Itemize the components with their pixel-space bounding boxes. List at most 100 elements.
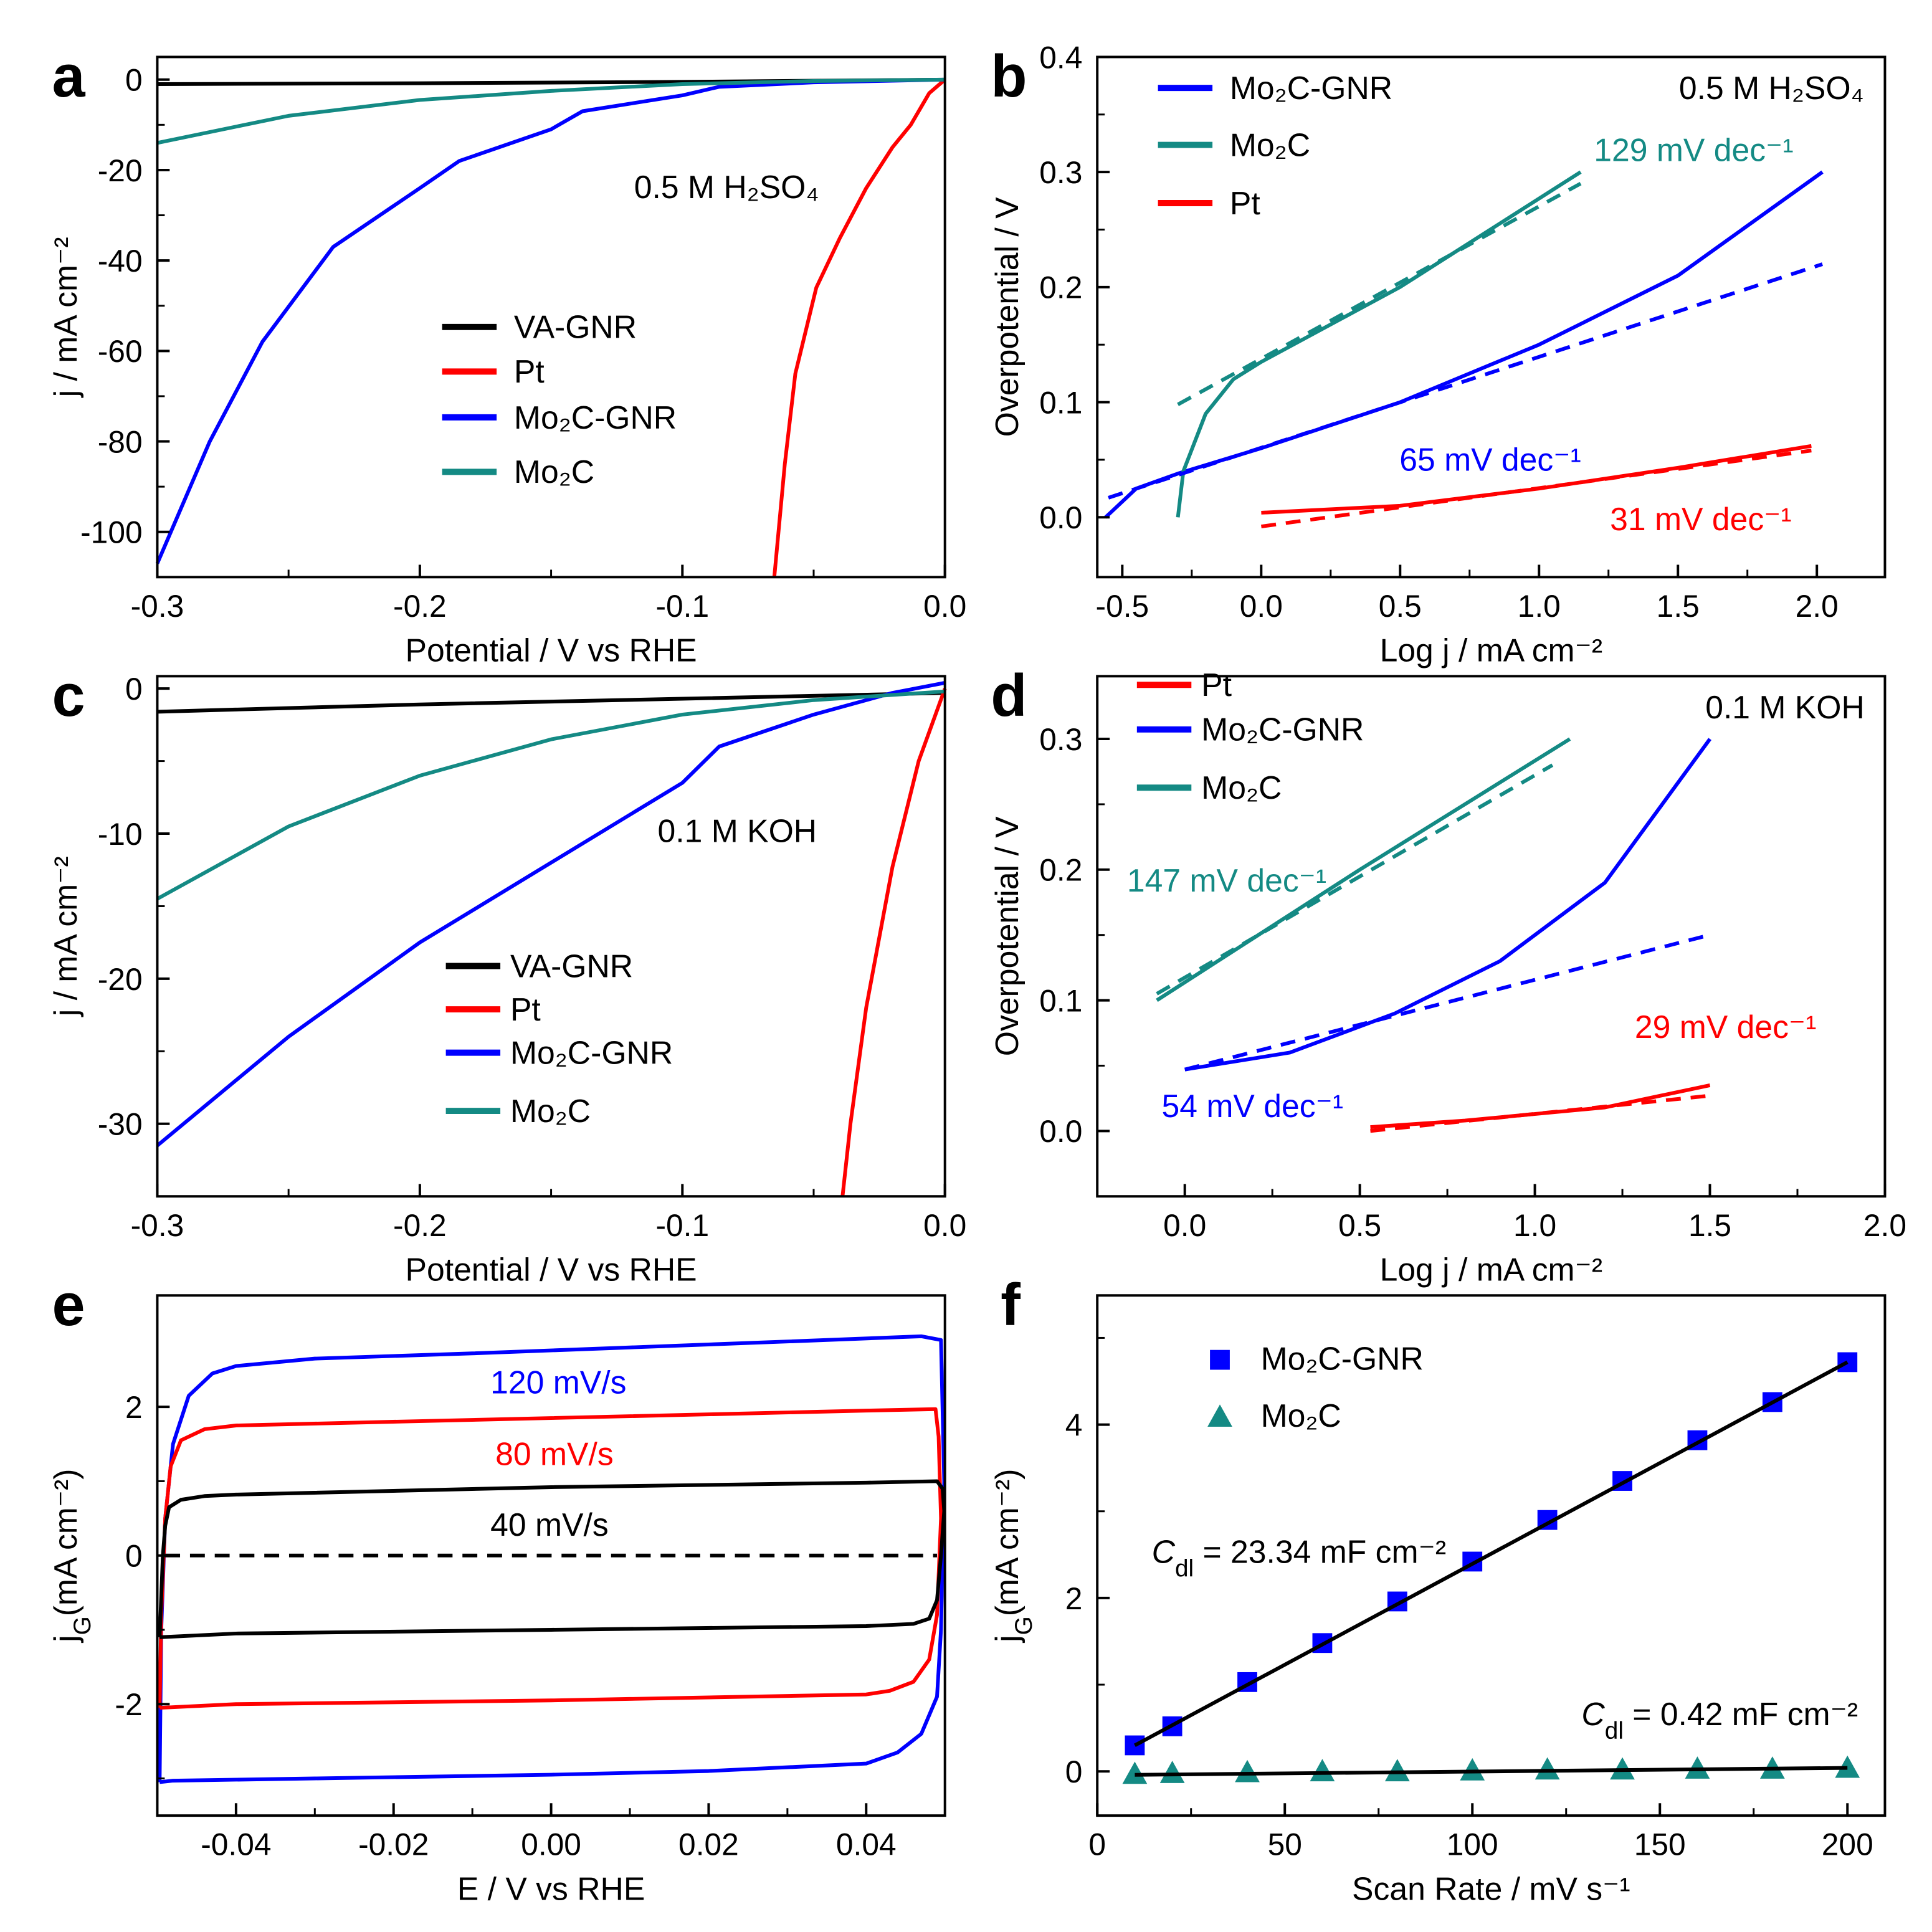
series-line-mo2c <box>156 77 945 145</box>
series-line-fit-4 <box>1184 933 1711 1072</box>
x-axis-label: Potential / V vs RHE <box>406 632 697 668</box>
series-line-fit-3 <box>1135 1766 1848 1777</box>
series-line-fit-2 <box>158 1479 946 1639</box>
y-axis-label: Overpotential / V <box>989 816 1025 1056</box>
y-tick-label: 0.1 <box>1039 385 1082 420</box>
series-line-fit-2 <box>1134 1360 1849 1748</box>
x-tick-label: -0.1 <box>655 589 709 624</box>
annotation: 29 mV dec⁻¹ <box>1635 1009 1816 1045</box>
legend-label: VA-GNR <box>510 948 633 984</box>
series-line-fit-5 <box>1156 763 1554 996</box>
annotation: 40 mV/s <box>490 1506 609 1543</box>
plot-frame <box>1096 675 1887 1198</box>
panel-e <box>156 1294 946 1817</box>
x-tick-label: 0.0 <box>1240 589 1283 624</box>
plot-frame <box>1096 1294 1887 1817</box>
x-tick-label: 0.5 <box>1379 589 1422 624</box>
y-tick-label: -60 <box>98 334 143 369</box>
annotation: Cdl = 23.34 mF cm⁻² <box>1152 1534 1446 1582</box>
annotation: 0.1 M KOH <box>658 813 817 849</box>
y-tick-label: -20 <box>98 962 143 997</box>
x-tick-label: 1.5 <box>1657 589 1700 624</box>
panel-letter: e <box>52 1272 85 1338</box>
x-tick-label: 1.0 <box>1513 1208 1556 1243</box>
y-tick-label: -2 <box>115 1687 142 1722</box>
y-tick-label: 0.3 <box>1039 155 1082 190</box>
annotation: 147 mV dec⁻¹ <box>1127 862 1326 898</box>
y-tick-label: 0.3 <box>1039 722 1082 757</box>
legend-marker <box>1210 1349 1230 1370</box>
x-tick-label: -0.3 <box>131 589 184 624</box>
x-tick-label: 0.04 <box>836 1827 897 1862</box>
x-tick-label: 1.0 <box>1518 589 1561 624</box>
x-tick-label: 0 <box>1088 1827 1106 1862</box>
y-tick-label: 0.4 <box>1039 40 1082 75</box>
series-line-pt <box>772 78 946 578</box>
panel-f <box>1096 1294 1887 1817</box>
series-line-va-gnr <box>157 691 945 714</box>
y-tick-label: 0 <box>125 1539 143 1574</box>
annotation: Cdl = 0.42 mF cm⁻² <box>1581 1696 1858 1744</box>
x-tick-label: 50 <box>1268 1827 1302 1862</box>
legend-label: Mo₂C <box>1201 769 1282 806</box>
x-tick-label: 0.5 <box>1338 1208 1381 1243</box>
y-tick-label: 2 <box>1065 1581 1083 1616</box>
panel-c <box>156 675 947 1198</box>
y-axis-label: Overpotential / V <box>989 197 1025 437</box>
data-point-mo2c-gnr-10 <box>1837 1352 1858 1373</box>
x-axis-label: Scan Rate / mV s⁻¹ <box>1352 1870 1630 1906</box>
series-line-mo2c-gnr <box>155 77 945 564</box>
legend-label: Mo₂C-GNR <box>510 1035 673 1071</box>
x-tick-label: -0.2 <box>393 1208 447 1243</box>
y-tick-label: 0.0 <box>1039 500 1082 535</box>
x-tick-label: 2.0 <box>1796 589 1839 624</box>
series-line-fit-3 <box>1108 262 1824 500</box>
x-tick-label: 150 <box>1634 1827 1686 1862</box>
data-point-mo2c-gnr-0 <box>1125 1735 1145 1756</box>
series-line-mo2c-gnr <box>156 680 946 1148</box>
y-axis-label: jG(mA cm⁻²) <box>989 1468 1037 1643</box>
x-tick-label: 0.0 <box>1163 1208 1206 1243</box>
x-axis-label: Log j / mA cm⁻² <box>1380 632 1603 668</box>
y-tick-label: 0.1 <box>1039 983 1082 1018</box>
data-point-mo2c-0 <box>1122 1761 1148 1784</box>
data-point-mo2c-6 <box>1535 1757 1560 1780</box>
x-tick-label: -0.5 <box>1096 589 1149 624</box>
legend-label: Pt <box>510 991 541 1027</box>
x-axis-label: E / V vs RHE <box>457 1870 645 1906</box>
series-line-pt <box>840 688 947 1197</box>
panel-letter: a <box>52 44 85 110</box>
legend-label: Mo₂C-GNR <box>1230 70 1392 106</box>
x-tick-label: 0.02 <box>678 1827 739 1862</box>
panel-a <box>155 55 946 579</box>
series-line-fit-1 <box>158 1407 943 1710</box>
x-tick-label: -0.1 <box>655 1208 709 1243</box>
annotation: 129 mV dec⁻¹ <box>1594 131 1793 168</box>
x-tick-label: -0.2 <box>393 589 447 624</box>
x-tick-label: 0.00 <box>521 1827 581 1862</box>
x-tick-label: 0.0 <box>923 589 966 624</box>
data-point-mo2c-2 <box>1235 1759 1260 1782</box>
panel-d <box>1096 675 1887 1198</box>
y-axis-label: j / mA cm⁻² <box>47 237 83 398</box>
y-tick-label: -10 <box>98 817 143 852</box>
y-tick-label: -20 <box>98 153 143 188</box>
y-axis-label: j / mA cm⁻² <box>47 856 83 1017</box>
legend-label: Mo₂C <box>1261 1397 1341 1434</box>
y-tick-label: 0.2 <box>1039 270 1082 305</box>
annotation: 65 mV dec⁻¹ <box>1399 441 1581 477</box>
x-tick-label: 0.0 <box>923 1208 966 1243</box>
y-tick-label: 0.2 <box>1039 853 1082 888</box>
legend-label: Pt <box>1230 185 1260 221</box>
series-line-mo2c-gnr <box>1184 738 1711 1072</box>
y-tick-label: -30 <box>98 1107 143 1142</box>
legend-label: Mo₂C-GNR <box>1261 1341 1424 1377</box>
series-line-fit-0 <box>158 1334 946 1784</box>
y-axis-label: jG(mA cm⁻²) <box>47 1468 95 1643</box>
y-tick-label: -100 <box>80 515 142 550</box>
y-tick-label: 4 <box>1065 1407 1083 1442</box>
y-tick-label: 2 <box>125 1390 143 1425</box>
annotation: 120 mV/s <box>490 1364 626 1400</box>
y-tick-label: 0.0 <box>1039 1114 1082 1149</box>
panel-b <box>1096 55 1887 579</box>
